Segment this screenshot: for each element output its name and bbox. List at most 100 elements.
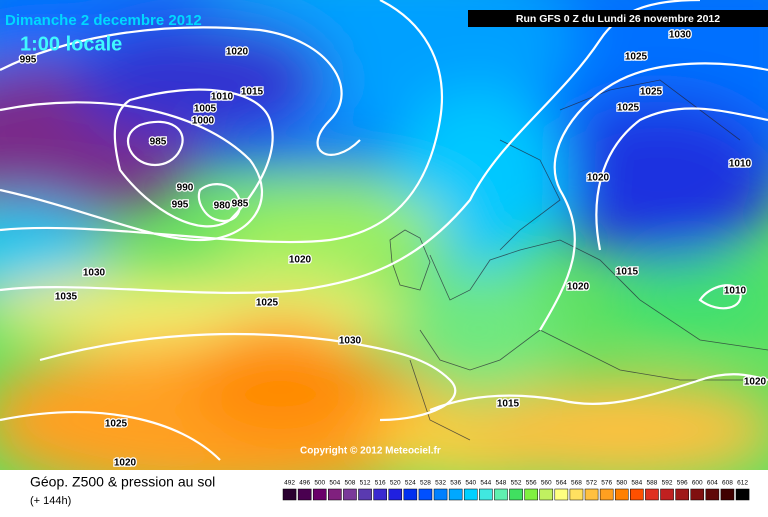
- isobar-label: 1035: [55, 292, 78, 303]
- legend-label: 608: [722, 480, 733, 487]
- legend-label: 600: [692, 480, 703, 487]
- legend-swatch: [373, 488, 387, 501]
- legend-label: 572: [586, 480, 597, 487]
- isobar-label: 1020: [289, 255, 312, 266]
- isobar-label: 1005: [194, 104, 217, 115]
- isobar-label: 1015: [616, 267, 639, 278]
- isobar-label: 1015: [497, 399, 520, 410]
- legend-label: 496: [299, 480, 310, 487]
- legend-label: 528: [420, 480, 431, 487]
- isobar-label: 980: [214, 201, 231, 212]
- legend-label: 504: [329, 480, 340, 487]
- isobar-label: 995: [20, 55, 37, 66]
- isobar-label: 1025: [105, 419, 128, 430]
- legend-swatch: [630, 488, 644, 501]
- legend-swatch: [479, 488, 493, 501]
- legend-label: 564: [556, 480, 567, 487]
- legend-swatch: [614, 488, 629, 501]
- legend-label: 532: [435, 480, 446, 487]
- isobar-label: 1020: [114, 458, 137, 469]
- legend-label: 492: [284, 480, 295, 487]
- legend-swatch: [675, 488, 689, 501]
- isobar-label: 985: [150, 137, 167, 148]
- legend-swatch: [358, 488, 372, 501]
- legend-label: 540: [465, 480, 476, 487]
- isobar-label: 1020: [226, 47, 249, 58]
- legend-label: 576: [601, 480, 612, 487]
- legend-swatch: [584, 488, 599, 501]
- legend-swatch: [645, 488, 659, 501]
- legend-label: 588: [647, 480, 658, 487]
- map-field: [0, 0, 768, 470]
- legend-swatch: [660, 488, 674, 501]
- legend-label: 524: [405, 480, 416, 487]
- legend-swatch: [494, 488, 508, 501]
- legend-label: 584: [631, 480, 642, 487]
- legend-label: 568: [571, 480, 582, 487]
- legend-swatch: [539, 488, 554, 501]
- legend-label: 500: [314, 480, 325, 487]
- run-label: Run GFS 0 Z du Lundi 26 novembre 2012: [516, 13, 720, 25]
- legend-swatch: [403, 488, 418, 501]
- legend-swatch: [705, 488, 720, 501]
- legend-swatch: [554, 488, 569, 501]
- legend-label: 516: [375, 480, 386, 487]
- legend-label: 592: [662, 480, 673, 487]
- legend-swatch: [418, 488, 433, 501]
- date-label: Dimanche 2 decembre 2012: [5, 12, 202, 29]
- legend-swatch: [509, 488, 523, 501]
- isobar-label: 1025: [640, 87, 663, 98]
- legend-label: 544: [480, 480, 491, 487]
- isobar-label: 1030: [83, 268, 106, 279]
- legend-swatch: [297, 488, 312, 501]
- legend-swatch: [690, 488, 705, 501]
- isobar-label: 995: [172, 200, 189, 211]
- footer-lead: (+ 144h): [30, 495, 71, 507]
- isobar-label: 1020: [744, 377, 767, 388]
- legend-label: 548: [496, 480, 507, 487]
- isobar-label: 1030: [339, 336, 362, 347]
- legend-label: 552: [511, 480, 522, 487]
- copyright: Copyright © 2012 Meteociel.fr: [300, 446, 441, 457]
- legend-label: 560: [541, 480, 552, 487]
- legend-swatch: [388, 488, 403, 501]
- isobar-label: 985: [232, 199, 249, 210]
- legend-swatch: [735, 488, 750, 501]
- isobar-label: 1010: [211, 92, 234, 103]
- legend-label: 512: [360, 480, 371, 487]
- footer-title: Géop. Z500 & pression au sol: [30, 474, 215, 490]
- isobar-label: 1020: [567, 282, 590, 293]
- legend-label: 604: [707, 480, 718, 487]
- isobar-label: 1025: [617, 103, 640, 114]
- isobar-label: 1025: [256, 298, 279, 309]
- legend-swatch: [524, 488, 538, 501]
- isobar-label: 1020: [587, 173, 610, 184]
- legend-label: 556: [526, 480, 537, 487]
- isobar-label: 1010: [724, 286, 747, 297]
- legend-swatch: [569, 488, 584, 501]
- legend-swatch: [343, 488, 357, 501]
- legend-swatch: [312, 488, 327, 501]
- legend-swatch: [463, 488, 478, 501]
- isobar-label: 1030: [669, 30, 692, 41]
- legend-label: 580: [616, 480, 627, 487]
- legend-label: 508: [345, 480, 356, 487]
- isobar-label: 1025: [625, 52, 648, 63]
- legend-swatch: [328, 488, 342, 501]
- run-box: [468, 10, 768, 27]
- isobar-label: 990: [177, 183, 194, 194]
- legend-swatch: [720, 488, 735, 501]
- legend-label: 536: [450, 480, 461, 487]
- isobar-label: 1000: [192, 116, 215, 127]
- isobar-label: 1010: [729, 159, 752, 170]
- legend-swatch: [433, 488, 448, 501]
- legend-label: 596: [677, 480, 688, 487]
- legend-swatch: [448, 488, 463, 501]
- legend-label: 612: [737, 480, 748, 487]
- legend-swatch: [282, 488, 297, 501]
- legend-swatch: [599, 488, 614, 501]
- legend-label: 520: [390, 480, 401, 487]
- time-label: 1:00 locale: [20, 33, 122, 55]
